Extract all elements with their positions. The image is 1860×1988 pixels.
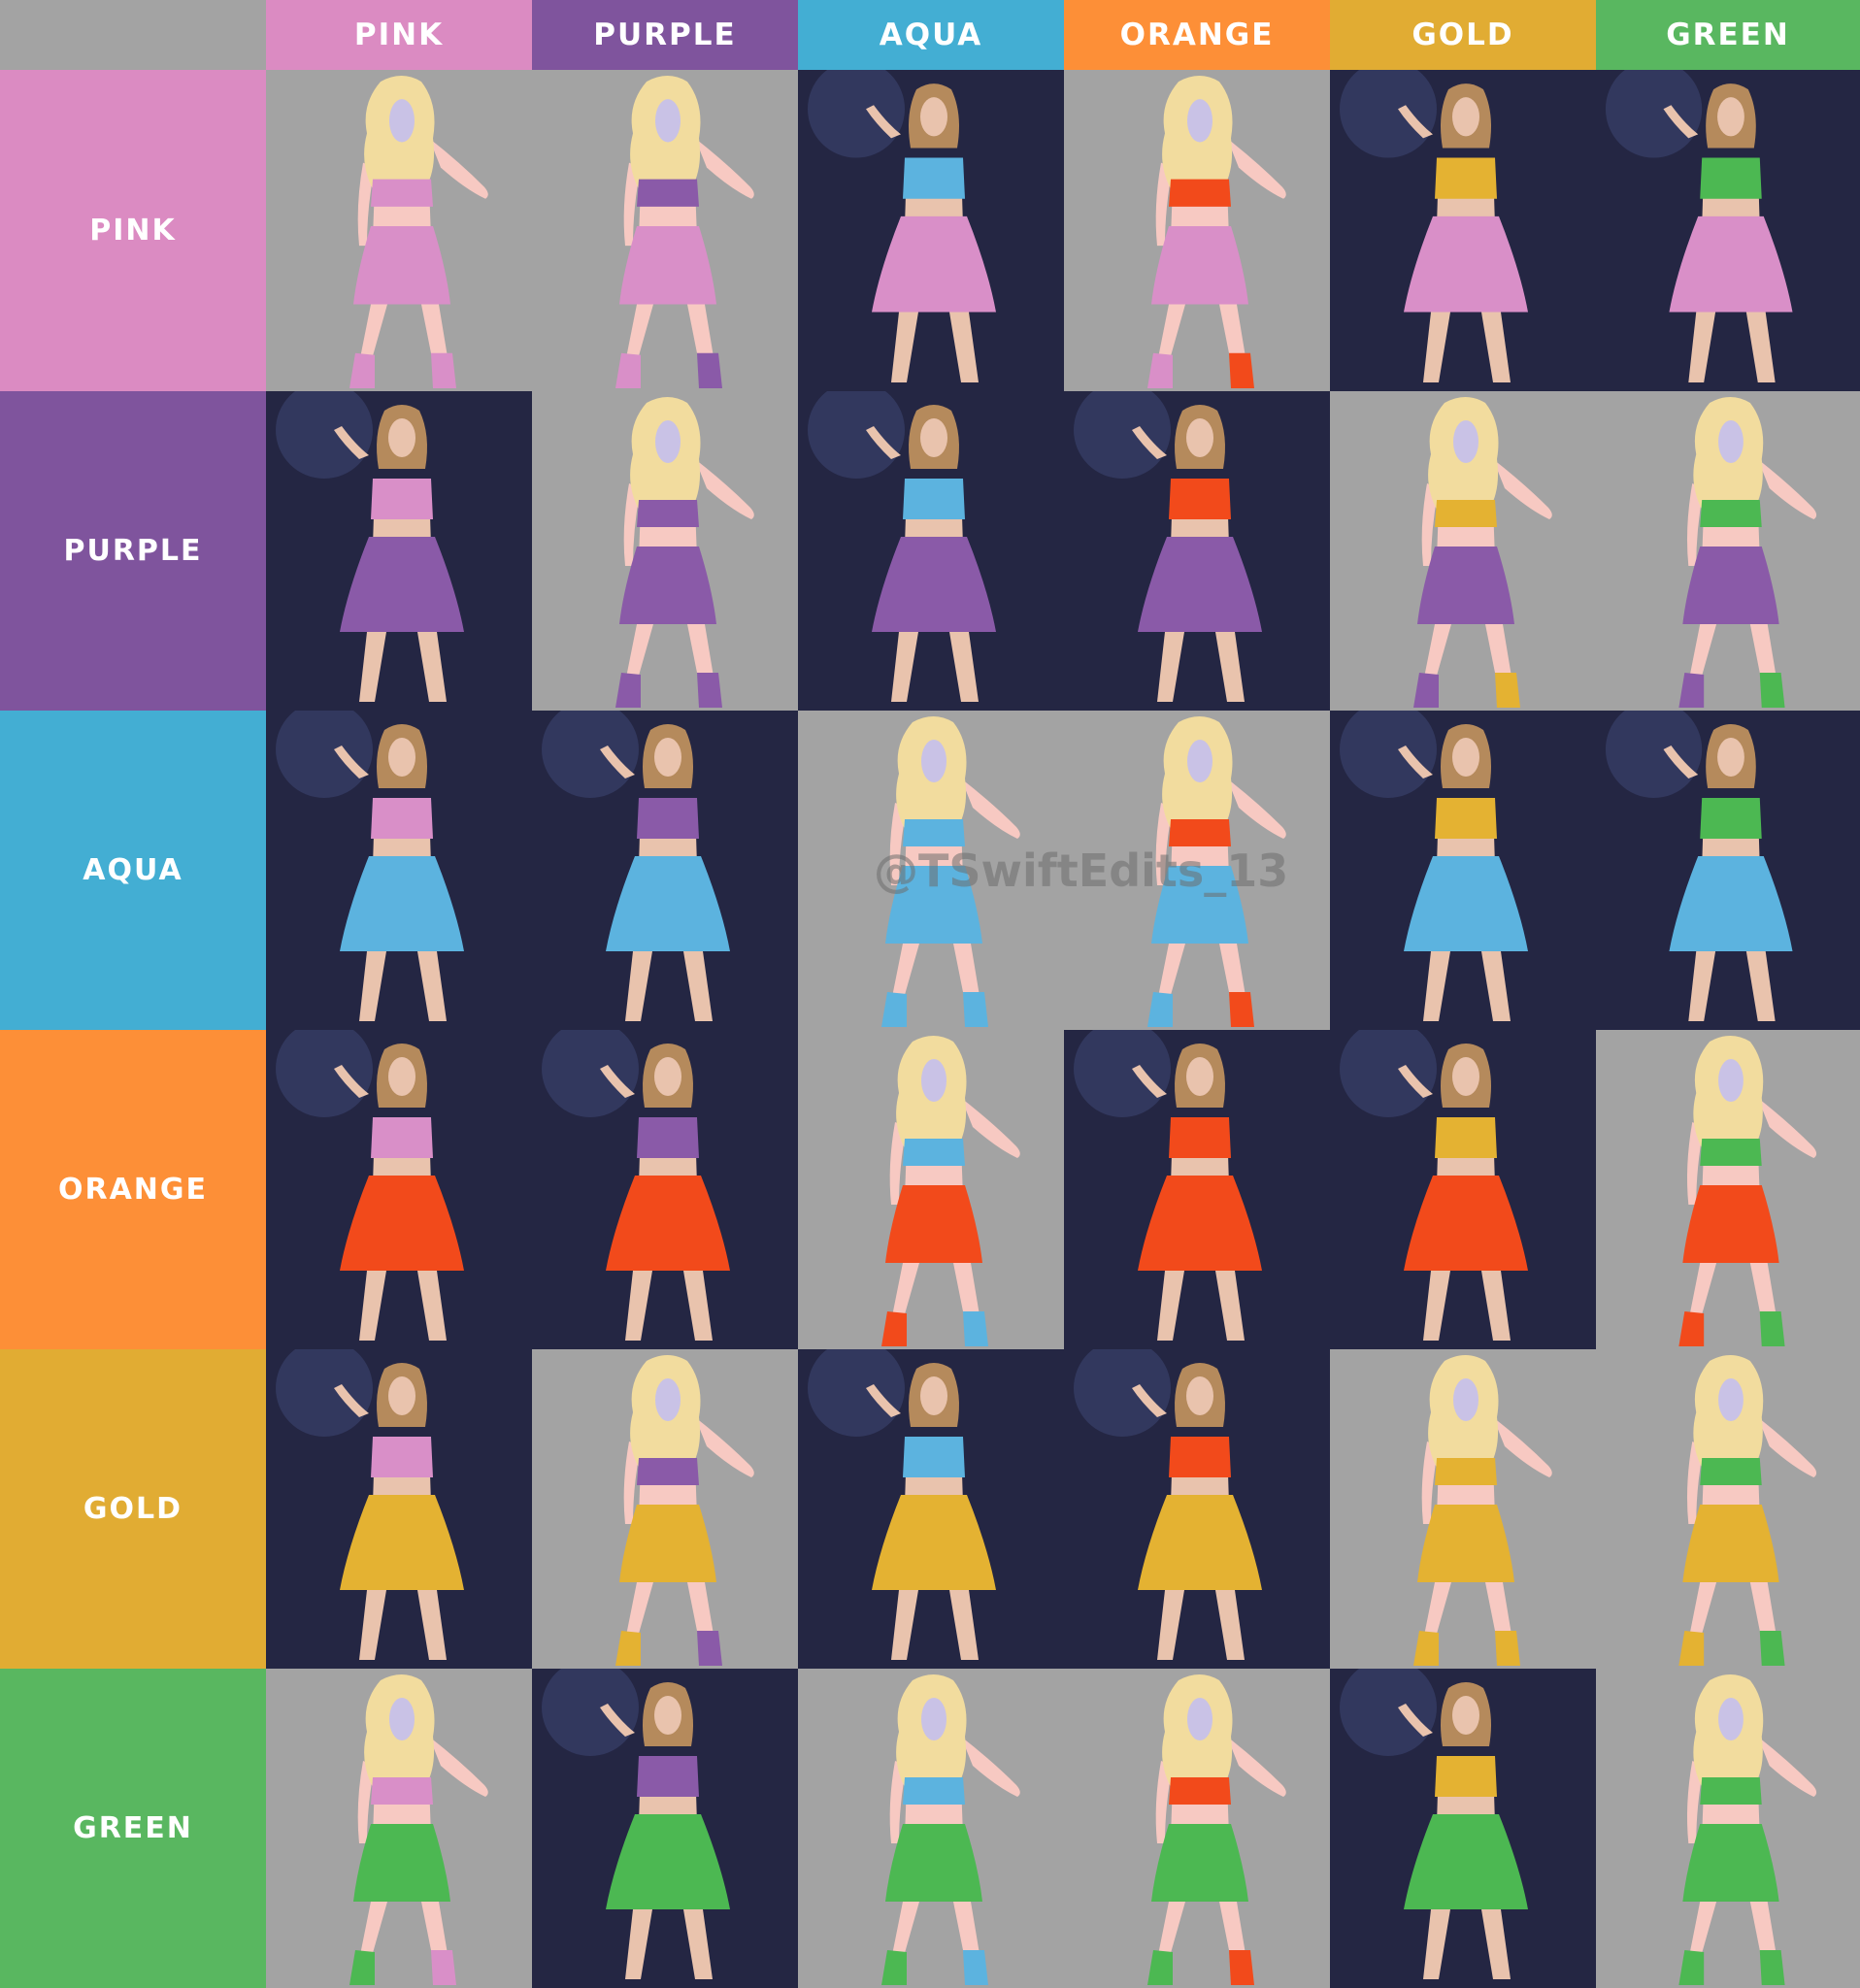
outfit-photo-pink-skirt-aqua-top bbox=[798, 70, 1064, 391]
outfit-photo-orange-skirt-purple-top bbox=[532, 1030, 798, 1349]
row-header-gold: GOLD bbox=[0, 1349, 266, 1669]
outfit-photo-gold-skirt-aqua-top bbox=[798, 1349, 1064, 1669]
outfit-photo-pink-skirt-gold-top bbox=[1330, 70, 1596, 391]
outfit-figure-pink-skirt-orange-top bbox=[1064, 70, 1330, 391]
outfit-photo-orange-skirt-orange-top bbox=[1064, 1030, 1330, 1349]
outfit-figure-orange-skirt-green-top bbox=[1596, 1030, 1860, 1349]
outfit-photo-pink-skirt-green-top bbox=[1596, 70, 1860, 391]
outfit-figure-green-skirt-green-top bbox=[1596, 1669, 1860, 1988]
row-header-green: GREEN bbox=[0, 1669, 266, 1988]
outfit-photo-purple-skirt-pink-top bbox=[266, 391, 532, 711]
outfit-figure-green-skirt-orange-top bbox=[1064, 1669, 1330, 1988]
outfit-photo-gold-skirt-pink-top bbox=[266, 1349, 532, 1669]
outfit-figure-purple-skirt-green-top bbox=[1596, 391, 1860, 711]
outfit-photo-green-skirt-gold-top bbox=[1330, 1669, 1596, 1988]
outfit-photo-purple-skirt-orange-top bbox=[1064, 391, 1330, 711]
outfit-photo-orange-skirt-gold-top bbox=[1330, 1030, 1596, 1349]
outfit-photo-aqua-skirt-purple-top bbox=[532, 711, 798, 1030]
row-header-pink: PINK bbox=[0, 70, 266, 391]
outfit-figure-green-skirt-aqua-top bbox=[798, 1669, 1064, 1988]
column-header-orange: ORANGE bbox=[1064, 0, 1330, 70]
outfit-figure-pink-skirt-pink-top bbox=[266, 70, 532, 391]
outfit-photo-aqua-skirt-pink-top bbox=[266, 711, 532, 1030]
outfit-figure-orange-skirt-aqua-top bbox=[798, 1030, 1064, 1349]
outfit-figure-gold-skirt-green-top bbox=[1596, 1349, 1860, 1669]
outfit-figure-green-skirt-pink-top bbox=[266, 1669, 532, 1988]
column-header-pink: PINK bbox=[266, 0, 532, 70]
outfit-figure-aqua-skirt-orange-top bbox=[1064, 711, 1330, 1030]
outfit-photo-aqua-skirt-gold-top bbox=[1330, 711, 1596, 1030]
column-header-aqua: AQUA bbox=[798, 0, 1064, 70]
outfit-figure-gold-skirt-gold-top bbox=[1330, 1349, 1596, 1669]
corner-cell bbox=[0, 0, 266, 70]
outfit-figure-purple-skirt-purple-top bbox=[532, 391, 798, 711]
outfit-figure-purple-skirt-gold-top bbox=[1330, 391, 1596, 711]
outfit-figure-gold-skirt-purple-top bbox=[532, 1349, 798, 1669]
column-header-purple: PURPLE bbox=[532, 0, 798, 70]
column-header-green: GREEN bbox=[1596, 0, 1860, 70]
column-header-gold: GOLD bbox=[1330, 0, 1596, 70]
row-header-purple: PURPLE bbox=[0, 391, 266, 711]
outfit-photo-gold-skirt-orange-top bbox=[1064, 1349, 1330, 1669]
outfit-photo-aqua-skirt-green-top bbox=[1596, 711, 1860, 1030]
row-header-orange: ORANGE bbox=[0, 1030, 266, 1349]
row-header-aqua: AQUA bbox=[0, 711, 266, 1030]
outfit-figure-aqua-skirt-aqua-top bbox=[798, 711, 1064, 1030]
outfit-photo-purple-skirt-aqua-top bbox=[798, 391, 1064, 711]
outfit-photo-orange-skirt-pink-top bbox=[266, 1030, 532, 1349]
outfit-photo-green-skirt-purple-top bbox=[532, 1669, 798, 1988]
outfit-figure-pink-skirt-purple-top bbox=[532, 70, 798, 391]
